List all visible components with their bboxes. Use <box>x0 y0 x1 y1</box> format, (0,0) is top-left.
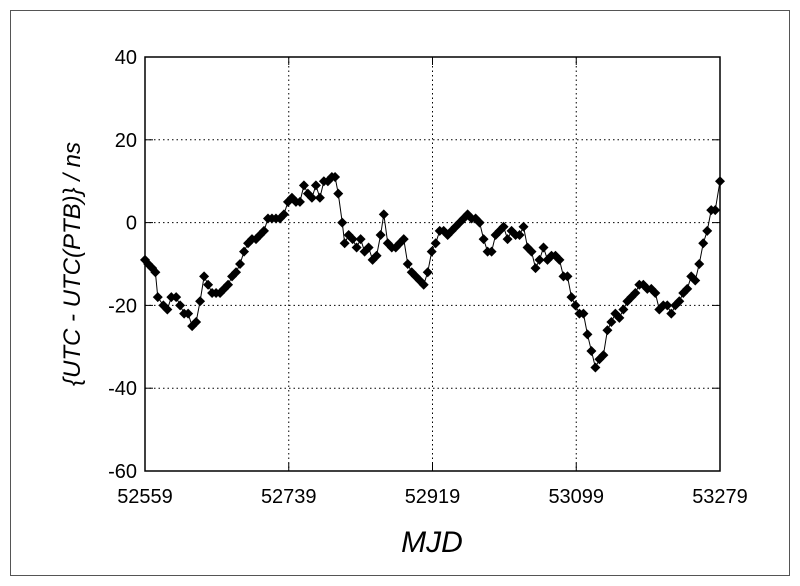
point <box>715 176 725 187</box>
point <box>422 267 433 278</box>
point <box>298 180 309 191</box>
point <box>150 267 161 278</box>
point <box>371 250 382 261</box>
point <box>570 300 581 311</box>
point <box>378 209 389 220</box>
point <box>337 217 348 228</box>
y-axis-label: {UTC - UTC(PTB)} / ns <box>59 142 86 386</box>
point <box>199 271 210 282</box>
point <box>602 325 613 336</box>
x-tick-label: 52919 <box>405 486 461 508</box>
point <box>698 238 709 249</box>
point <box>694 259 705 269</box>
point <box>666 308 677 319</box>
grid <box>144 56 721 472</box>
point <box>674 296 685 307</box>
frame <box>10 10 790 576</box>
point <box>235 259 246 269</box>
point <box>662 300 673 311</box>
point <box>578 308 589 319</box>
point <box>430 238 441 249</box>
point <box>650 287 661 298</box>
point <box>183 308 194 319</box>
x-tick-label: 53279 <box>692 486 748 508</box>
point <box>363 242 374 253</box>
point <box>152 292 163 303</box>
point <box>534 254 545 265</box>
point <box>278 209 289 220</box>
point <box>310 180 321 191</box>
y-tick-label: -20 <box>108 295 137 317</box>
x-axis-label: MJD <box>401 526 463 559</box>
point <box>590 362 601 373</box>
marks <box>140 172 725 373</box>
x-tick-label: 52739 <box>261 486 317 508</box>
point <box>258 225 269 236</box>
point <box>630 287 641 298</box>
x-tick-label: 53099 <box>548 486 604 508</box>
point <box>554 254 565 265</box>
point <box>402 259 413 269</box>
point <box>682 283 693 294</box>
point <box>203 279 214 290</box>
y-tick-label: -40 <box>108 378 137 400</box>
point <box>582 329 593 340</box>
point <box>191 316 202 327</box>
point <box>367 254 378 265</box>
point <box>618 304 629 315</box>
point <box>538 242 549 253</box>
point <box>502 234 513 245</box>
point <box>306 192 317 203</box>
point <box>239 246 250 257</box>
point <box>562 271 573 282</box>
point <box>486 246 497 257</box>
point <box>614 312 625 323</box>
point <box>690 275 701 286</box>
point <box>162 304 173 315</box>
point <box>418 279 429 290</box>
point <box>351 242 362 253</box>
y-tick-label: 0 <box>126 213 137 235</box>
point <box>542 254 553 265</box>
point <box>530 263 541 274</box>
point <box>375 230 386 241</box>
point <box>710 205 721 216</box>
point <box>426 246 437 257</box>
point <box>702 225 713 236</box>
y-tick-label: 40 <box>115 47 137 69</box>
point <box>347 234 358 245</box>
point <box>195 296 206 307</box>
point <box>474 217 485 228</box>
point <box>398 234 409 245</box>
y-tick-label: 20 <box>115 130 137 152</box>
point <box>526 246 537 257</box>
point <box>598 350 609 361</box>
x-tick-label: 52559 <box>117 486 173 508</box>
point <box>294 196 305 207</box>
point <box>478 234 489 245</box>
point <box>606 316 617 327</box>
point <box>175 300 186 311</box>
point <box>333 188 344 199</box>
point <box>514 230 525 241</box>
point <box>355 234 366 245</box>
point <box>518 221 529 232</box>
point <box>498 221 509 232</box>
point <box>566 292 577 303</box>
point <box>586 345 597 356</box>
point <box>314 192 325 203</box>
point <box>171 292 182 303</box>
point <box>330 172 341 183</box>
point <box>231 267 242 278</box>
point <box>223 279 234 290</box>
y-tick-label: -60 <box>108 461 137 483</box>
point <box>339 238 350 249</box>
